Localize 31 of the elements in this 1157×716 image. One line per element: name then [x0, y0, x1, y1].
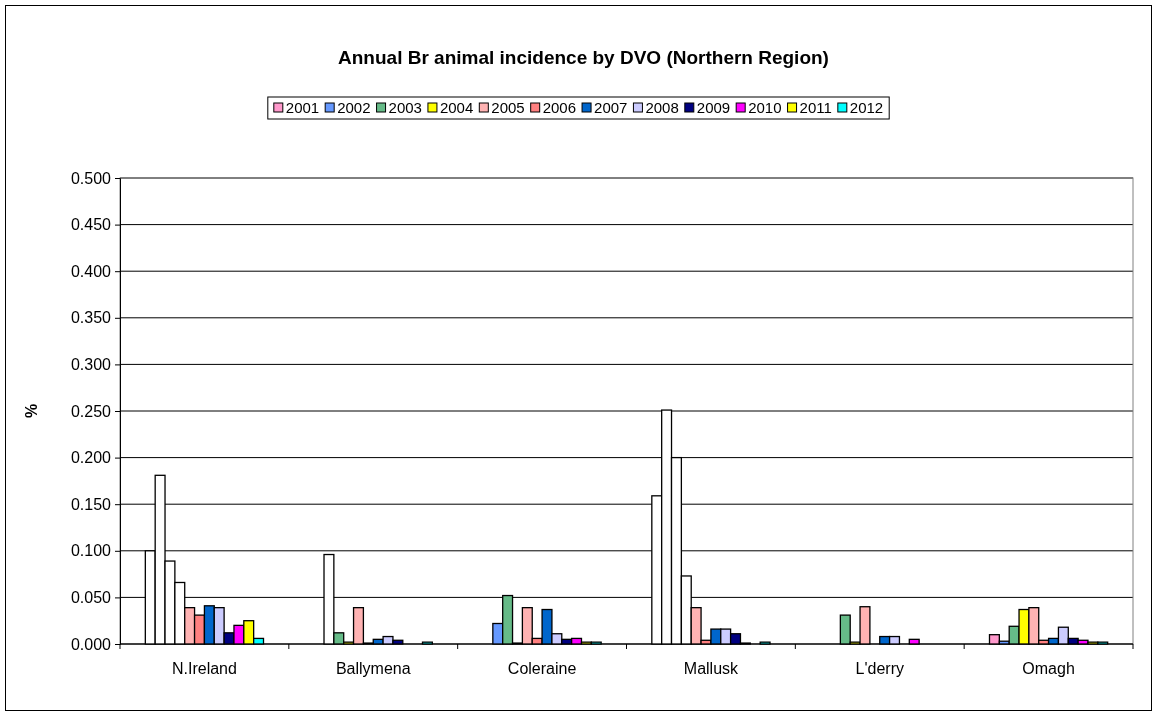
y-tick-label: 0.250 [70, 402, 112, 420]
x-tick-label: N.Ireland [171, 660, 237, 677]
y-tick-label: 0.000 [70, 635, 112, 653]
chart-title: Annual Br animal incidence by DVO (Northern Region) [338, 47, 829, 68]
legend-label: 2005 [491, 98, 525, 116]
x-tick-label: Mallusk [683, 660, 740, 677]
legend-label: 2011 [799, 98, 832, 116]
legend-label: 2003 [388, 98, 422, 116]
y-tick-label: 0.100 [70, 542, 112, 560]
legend-label: 2010 [748, 98, 782, 116]
legend-label: 2007 [594, 98, 628, 116]
y-tick-label: 0.400 [70, 262, 112, 280]
legend-label: 2001 [285, 98, 320, 116]
legend-label: 2006 [542, 98, 577, 116]
x-tick-label: Ballymena [335, 660, 411, 677]
y-tick-label: 0.350 [70, 309, 112, 327]
legend-label: 2002 [337, 98, 371, 116]
y-tick-label: 0.200 [70, 449, 112, 467]
x-tick-label: Coleraine [507, 660, 577, 677]
y-tick-label: 0.500 [70, 169, 112, 187]
x-tick-label: Omagh [1022, 660, 1075, 677]
y-tick-label: 0.300 [70, 356, 112, 374]
y-tick-label: 0.450 [70, 216, 112, 234]
legend-label: 2004 [439, 98, 474, 116]
x-tick-label: L'derry [855, 660, 904, 677]
legend-label: 2012 [849, 98, 884, 116]
legend-label: 2008 [645, 98, 679, 116]
y-axis-title: % [23, 403, 40, 419]
y-tick-label: 0.050 [70, 589, 112, 607]
legend-label: 2009 [696, 98, 731, 116]
y-tick-label: 0.150 [70, 495, 112, 513]
